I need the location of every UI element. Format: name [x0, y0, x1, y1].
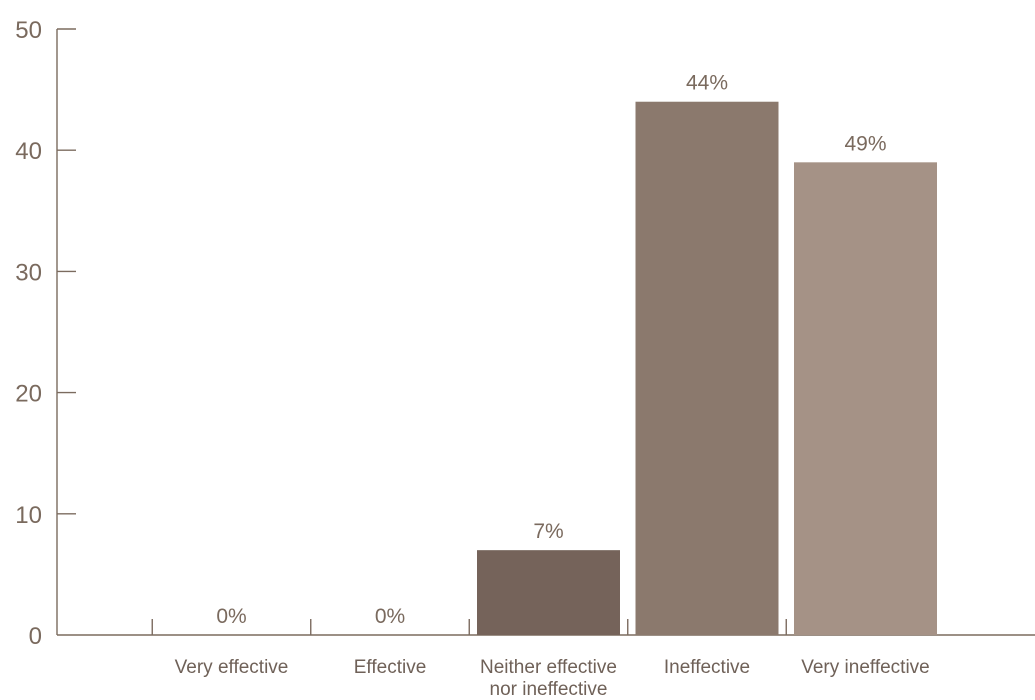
labels: 0% Very effective 0% Effective 7% Neither eff… [175, 72, 930, 700]
bars [477, 101, 937, 636]
y-tick-label: 20 [15, 381, 42, 408]
data-label: 49% [844, 132, 886, 155]
y-tick-label: 40 [15, 138, 42, 165]
axes: 0 10 20 30 40 50 [15, 17, 1035, 650]
y-tick-label: 50 [15, 17, 42, 44]
y-tick-label: 10 [15, 502, 42, 529]
bar [477, 550, 620, 635]
y-tick-label: 0 [29, 623, 42, 650]
bar [794, 162, 937, 635]
data-label: 7% [533, 520, 563, 543]
category-label: Ineffective [664, 657, 750, 678]
category-label: Very effective [175, 657, 289, 678]
data-label: 44% [686, 72, 728, 95]
category-label: Effective [354, 657, 427, 678]
data-label: 0% [216, 605, 246, 628]
bar [635, 101, 779, 636]
y-tick-label: 30 [15, 259, 42, 286]
category-label: Very ineffective [801, 657, 930, 678]
category-label: Neither effective nor ineffective [480, 657, 617, 700]
data-label: 0% [375, 605, 405, 628]
